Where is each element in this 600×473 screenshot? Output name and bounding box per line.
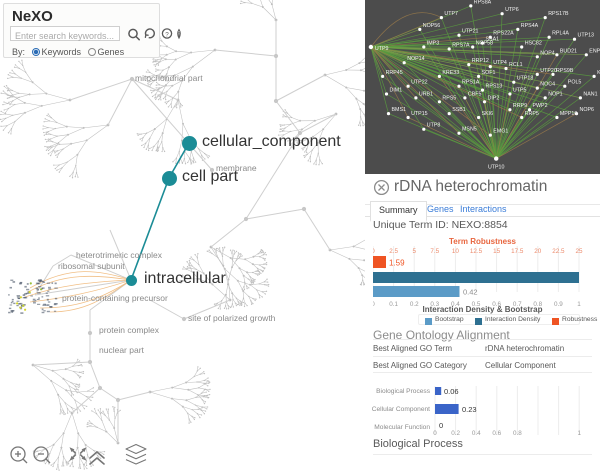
svg-text:NAN1: NAN1 xyxy=(583,91,597,97)
svg-text:NOP6: NOP6 xyxy=(580,107,594,113)
svg-text:UTP20: UTP20 xyxy=(540,68,557,74)
svg-text:NOP1: NOP1 xyxy=(548,91,562,97)
svg-text:UTP4: UTP4 xyxy=(493,60,507,66)
svg-text:MSN5: MSN5 xyxy=(462,127,477,133)
svg-text:UTP6: UTP6 xyxy=(505,7,519,13)
svg-text:22.5: 22.5 xyxy=(552,248,565,255)
svg-text:Cellular Component: Cellular Component xyxy=(372,406,430,413)
svg-text:0.4: 0.4 xyxy=(472,430,481,437)
svg-text:0.8: 0.8 xyxy=(513,430,522,437)
svg-text:RPL4A: RPL4A xyxy=(552,31,569,37)
svg-text:UTP7: UTP7 xyxy=(444,11,458,17)
svg-text:RRP12: RRP12 xyxy=(472,58,489,64)
svg-text:BMS1: BMS1 xyxy=(392,107,406,113)
svg-text:NOP4: NOP4 xyxy=(540,50,554,56)
svg-text:25: 25 xyxy=(575,248,583,255)
svg-text:ENP1: ENP1 xyxy=(589,48,600,54)
svg-text:UTP8: UTP8 xyxy=(427,123,441,129)
svg-text:KRE33: KRE33 xyxy=(442,70,459,76)
svg-text:0.6: 0.6 xyxy=(492,430,501,437)
svg-text:CBF5: CBF5 xyxy=(468,91,482,97)
svg-text:URB1: URB1 xyxy=(419,91,433,97)
svg-text:0.2: 0.2 xyxy=(451,430,460,437)
svg-text:RPS4A: RPS4A xyxy=(521,23,539,29)
svg-text:RRP5: RRP5 xyxy=(525,111,539,117)
svg-text:12.5: 12.5 xyxy=(470,248,483,255)
svg-text:UTP5: UTP5 xyxy=(513,88,527,94)
svg-text:RPS7A: RPS7A xyxy=(452,43,470,49)
svg-text:1: 1 xyxy=(577,430,581,437)
svg-text:UTP18: UTP18 xyxy=(517,76,534,82)
svg-text:IMP3: IMP3 xyxy=(427,41,439,47)
svg-text:0: 0 xyxy=(439,421,443,430)
svg-text:1.59: 1.59 xyxy=(389,259,405,268)
svg-text:20: 20 xyxy=(534,248,542,255)
svg-text:SSB1: SSB1 xyxy=(452,107,466,113)
svg-text:UTP21: UTP21 xyxy=(462,29,479,35)
svg-text:0: 0 xyxy=(373,248,375,255)
svg-text:SSA1: SSA1 xyxy=(486,37,500,43)
svg-text:EMG1: EMG1 xyxy=(493,129,508,135)
svg-text:NOC4: NOC4 xyxy=(540,82,555,88)
svg-text:UTP13: UTP13 xyxy=(578,33,595,39)
svg-text:RCL1: RCL1 xyxy=(509,62,523,68)
svg-text:RPS9B: RPS9B xyxy=(556,68,574,74)
svg-text:RRP9: RRP9 xyxy=(513,103,527,109)
svg-text:UTP9: UTP9 xyxy=(375,46,389,52)
svg-text:15: 15 xyxy=(493,248,501,255)
svg-text:Biological Process: Biological Process xyxy=(376,388,431,395)
svg-text:RPS5: RPS5 xyxy=(442,95,456,101)
svg-text:RPS17B: RPS17B xyxy=(548,11,569,17)
svg-text:Molecular Function: Molecular Function xyxy=(374,424,430,431)
svg-text:HSC82: HSC82 xyxy=(525,41,542,47)
svg-text:DIP2: DIP2 xyxy=(488,95,500,101)
svg-text:MPP10: MPP10 xyxy=(560,111,577,117)
svg-text:NOP56: NOP56 xyxy=(423,23,440,29)
svg-text:PWP2: PWP2 xyxy=(533,103,548,109)
svg-text:RPS1A: RPS1A xyxy=(462,80,480,86)
svg-text:0.42: 0.42 xyxy=(463,288,478,297)
svg-text:?: ? xyxy=(165,31,169,38)
svg-text:DIM1: DIM1 xyxy=(390,88,403,94)
svg-text:UTP15: UTP15 xyxy=(411,111,428,117)
svg-text:0: 0 xyxy=(433,430,437,437)
svg-text:0.06: 0.06 xyxy=(444,387,459,396)
svg-text:RRP45: RRP45 xyxy=(386,70,403,76)
svg-text:RPS13: RPS13 xyxy=(486,84,503,90)
svg-text:10: 10 xyxy=(452,248,460,255)
svg-text:UTP22: UTP22 xyxy=(411,80,428,86)
svg-text:5: 5 xyxy=(412,248,416,255)
svg-text:UTP10: UTP10 xyxy=(488,165,505,171)
svg-text:17.5: 17.5 xyxy=(511,248,524,255)
svg-text:SKI6: SKI6 xyxy=(482,111,494,117)
svg-text:NOP14: NOP14 xyxy=(407,56,424,62)
svg-text:POL5: POL5 xyxy=(568,80,582,86)
svg-text:BUD21: BUD21 xyxy=(560,48,577,54)
svg-text:SOF1: SOF1 xyxy=(482,70,496,76)
svg-text:RPS8A: RPS8A xyxy=(474,0,492,5)
svg-text:7.5: 7.5 xyxy=(430,248,439,255)
svg-text:0.23: 0.23 xyxy=(462,405,477,414)
svg-text:2.5: 2.5 xyxy=(389,248,398,255)
